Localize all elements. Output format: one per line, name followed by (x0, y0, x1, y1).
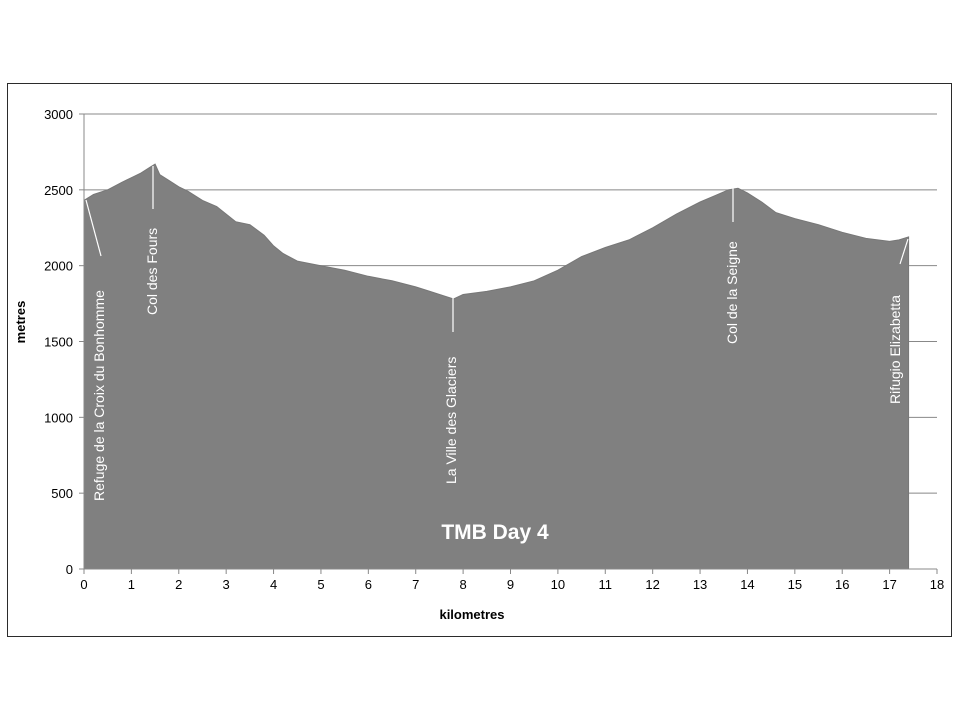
x-tick-label-7: 7 (412, 577, 419, 592)
annotation-label: Refuge de la Croix du Bonhomme (91, 290, 107, 501)
waypoint-annotations: Refuge de la Croix du Bonhomme Col des Fo… (85, 166, 909, 501)
annotation-1: Col des Fours (144, 166, 160, 315)
y-axis-title: metres (13, 301, 28, 344)
x-tick-label-16: 16 (835, 577, 849, 592)
annotation-leader-line (899, 238, 909, 265)
x-tick-label-15: 15 (788, 577, 802, 592)
x-tick-label-17: 17 (882, 577, 896, 592)
annotation-label: Col de la Seigne (724, 241, 740, 344)
x-tick-label-8: 8 (459, 577, 466, 592)
elevation-area (83, 163, 910, 570)
x-tick-label-0: 0 (80, 577, 87, 592)
annotation-leader-line (85, 199, 102, 257)
annotation-label: Rifugio Elizabetta (887, 295, 903, 404)
x-tick-label-4: 4 (270, 577, 277, 592)
x-tick-label-10: 10 (551, 577, 565, 592)
x-tick-label-3: 3 (223, 577, 230, 592)
x-axis-title: kilometres (439, 607, 504, 622)
annotation-4: Rifugio Elizabetta (887, 238, 909, 404)
y-tick-label-2500: 2500 (44, 183, 73, 198)
x-tick-label-5: 5 (317, 577, 324, 592)
annotation-label: La Ville des Glaciers (443, 357, 459, 484)
annotation-3: Col de la Seigne (724, 187, 740, 344)
annotation-label: Col des Fours (144, 228, 160, 315)
x-tick-label-1: 1 (128, 577, 135, 592)
x-tick-label-6: 6 (365, 577, 372, 592)
annotation-2: La Ville des Glaciers (443, 297, 459, 484)
x-tick-label-2: 2 (175, 577, 182, 592)
y-tick-label-3000: 3000 (44, 107, 73, 122)
y-tick-label-1500: 1500 (44, 335, 73, 350)
y-tick-label-500: 500 (51, 486, 73, 501)
x-tick-label-11: 11 (599, 577, 613, 592)
x-tick-labels: 0 1 2 3 4 5 6 7 8 9 10 11 12 13 14 15 16 17 18 (80, 577, 944, 592)
elevation-series-area (83, 163, 910, 570)
y-tick-label-1000: 1000 (44, 410, 73, 425)
y-tick-label-0: 0 (66, 562, 73, 577)
x-tick-label-13: 13 (693, 577, 707, 592)
annotation-0: Refuge de la Croix du Bonhomme (85, 199, 107, 501)
x-tick-label-18: 18 (930, 577, 944, 592)
axes (79, 113, 938, 574)
x-tick-label-12: 12 (645, 577, 659, 592)
chart-title: TMB Day 4 (441, 521, 549, 544)
chart-frame: 0 500 1000 1500 2000 2500 3000 0 1 2 3 4 5 6 7 8 9 10 11 1… (7, 83, 952, 637)
y-tick-labels: 0 500 1000 1500 2000 2500 3000 (44, 107, 73, 577)
x-tick-label-14: 14 (740, 577, 754, 592)
y-tick-label-2000: 2000 (44, 259, 73, 274)
x-tick-label-9: 9 (507, 577, 514, 592)
